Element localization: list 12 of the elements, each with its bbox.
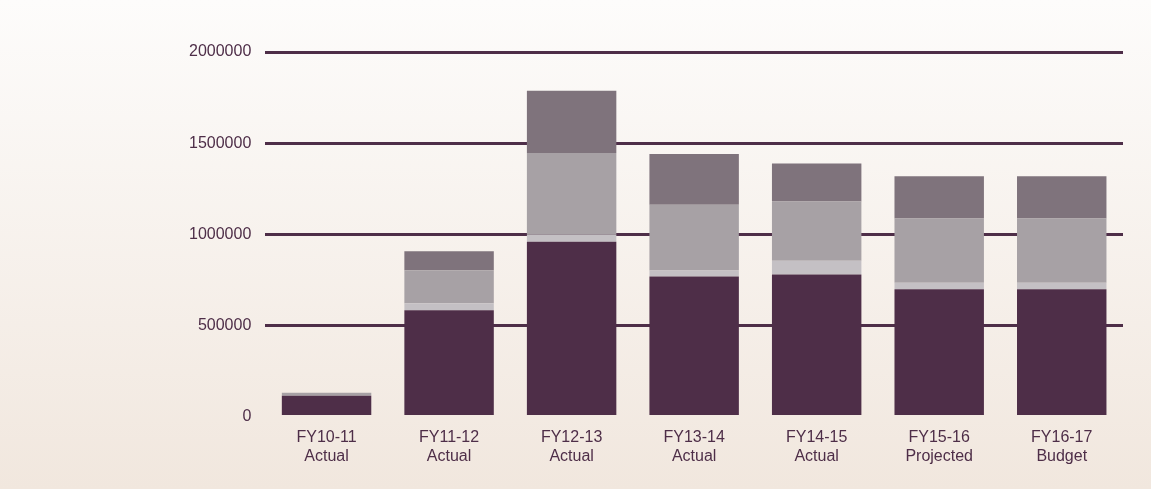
y-tick-label: 1000000: [188, 224, 252, 242]
y-tick-label: 500000: [197, 315, 252, 333]
x-tick-label: FY16-17 Budget: [1031, 427, 1093, 464]
x-tick-label: FY12-13 Actual: [540, 427, 603, 464]
y-tick-label: 0: [242, 407, 252, 425]
y-tick-label: 1500000: [188, 133, 252, 151]
x-tick-label: FY14-15 Actual: [785, 427, 848, 464]
x-tick-label: FY13-14 Actual: [663, 427, 725, 464]
x-tick-label: FY15-16 Projected: [905, 427, 973, 464]
x-tick-label: FY10-11 Actual: [296, 427, 357, 464]
y-tick-label: 2000000: [188, 42, 252, 60]
x-tick-label: FY11-12 Actual: [418, 427, 480, 464]
